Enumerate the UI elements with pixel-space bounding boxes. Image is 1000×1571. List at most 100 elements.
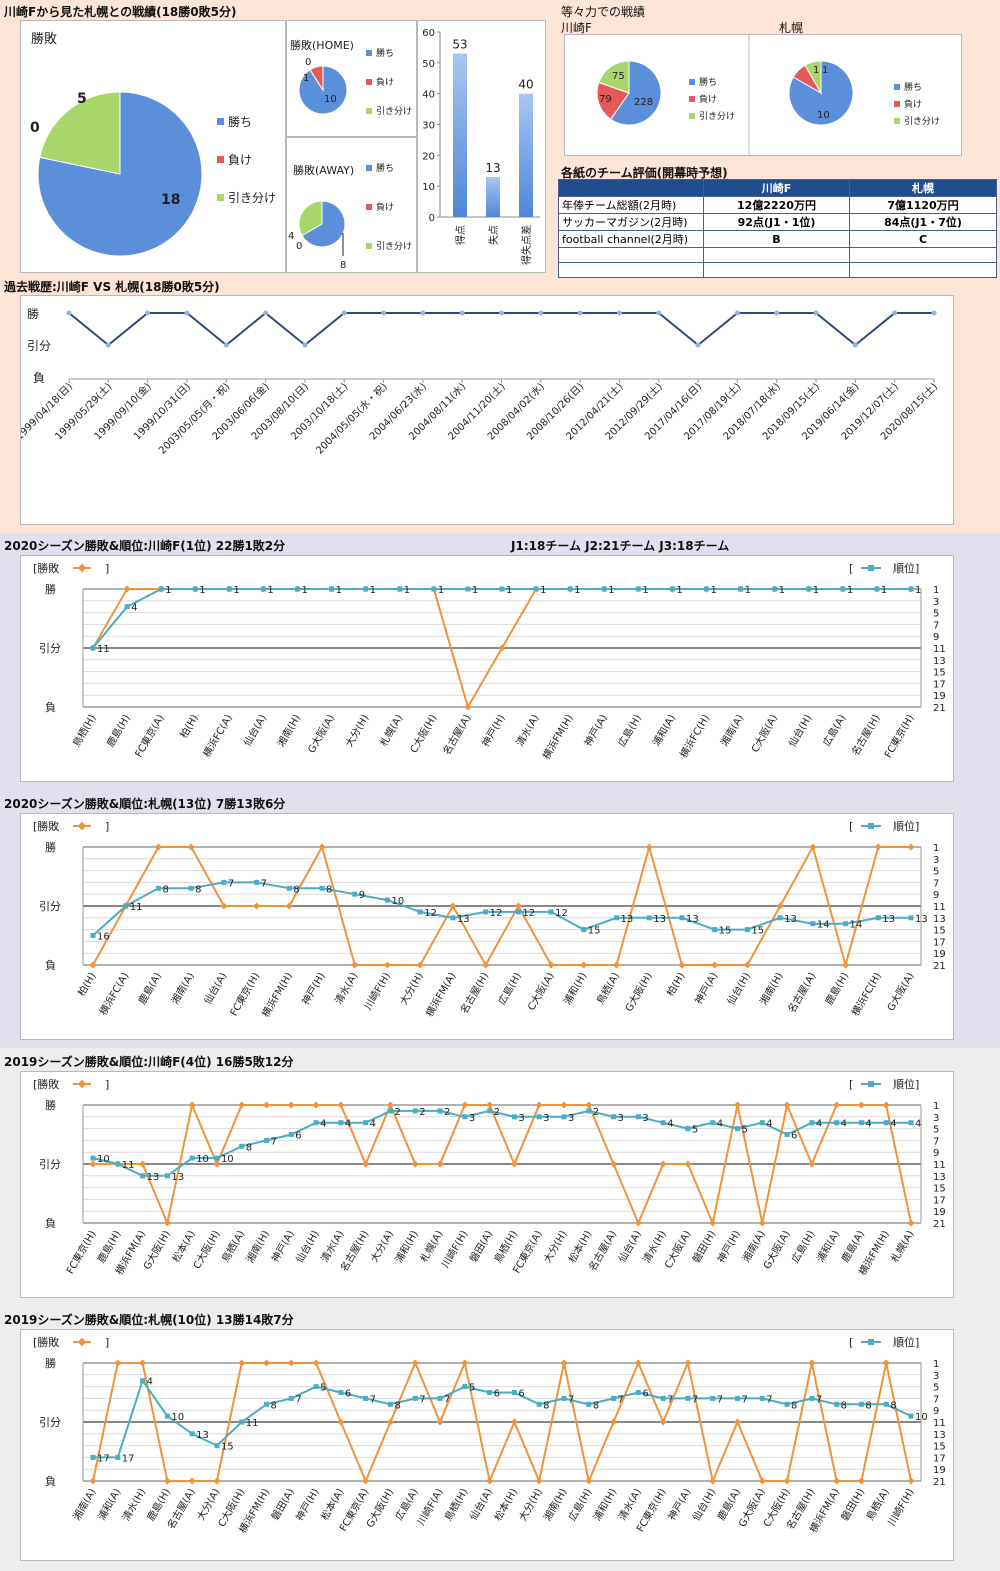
strength-sapporo-legend-label: 勝ち [904, 81, 922, 93]
bar-y-tick-label: 60 [422, 28, 435, 39]
opponent-label: 浦和(A) [814, 1228, 843, 1265]
rank-value-label: 8 [293, 884, 299, 895]
rank-value-label: 1 [506, 585, 512, 596]
opponent-label: 仙台(A) [467, 1486, 496, 1523]
result-point [612, 961, 621, 969]
season-chart-box: [勝敗][順位] 1 3 5 7 9 11 13 15 17 19 21 勝引分負 17 17 4 10 13 15… [20, 1329, 954, 1561]
season-chart-box: [勝敗][順位] 1 3 5 7 9 11 13 15 17 19 21 勝引分負 16 11 8 8 7 7 8 8 9… [20, 813, 954, 1040]
opponent-label: C大阪(A) [525, 970, 557, 1013]
rank-point [483, 909, 489, 915]
rank-line [92, 881, 911, 937]
rank-value-label: 3 [543, 1113, 549, 1124]
result-point [187, 843, 195, 851]
rank-point [834, 1401, 840, 1407]
opponent-label: 鹿島(A) [714, 1486, 743, 1523]
rank-tick-label: 9 [933, 1406, 939, 1417]
result-legend-label: [勝敗 [33, 561, 59, 575]
opponent-label: 柏(H) [664, 970, 688, 999]
bar-y-tick-label: 20 [422, 151, 435, 162]
rank-point [115, 1161, 121, 1167]
strength-kawasaki-legend-label: 引き分け [699, 111, 735, 122]
result-level-label: 負 [45, 959, 56, 972]
strength-sapporo-label: 札幌 [779, 21, 804, 35]
rank-point [90, 1454, 96, 1460]
result-point [213, 1477, 221, 1485]
rank-value-label: 11 [122, 1160, 135, 1171]
rank-point [777, 915, 783, 921]
bar-category-label: 得点 [455, 225, 467, 245]
rank-point [239, 1419, 245, 1425]
result-point [416, 961, 424, 969]
rank-tick-label: 19 [933, 1207, 946, 1218]
rank-value-label: 11 [97, 644, 110, 655]
rank-value-label: 3 [518, 1113, 524, 1124]
big-pie-win-value: 18 [161, 192, 180, 208]
rank-point [660, 1120, 666, 1126]
rank-line [93, 1378, 912, 1459]
rank-value-label: 1 [881, 585, 887, 596]
opponent-label: 横浜FM(H) [259, 970, 295, 1020]
rank-point [908, 586, 914, 592]
rank-tick-label: 15 [933, 926, 946, 937]
result-point [351, 961, 359, 969]
rank-point [710, 1395, 716, 1401]
rank-point [221, 879, 227, 885]
eval-cell [703, 262, 850, 278]
rank-point [192, 586, 198, 592]
rank-value-label: 10 [171, 1412, 184, 1423]
rank-point [487, 1390, 493, 1395]
record-title: 川崎Fから見た札幌との戦績(18勝0敗5分) [4, 5, 237, 19]
rank-line [92, 1109, 911, 1177]
away-pie-lose-value: 0 [296, 241, 302, 252]
rank-point [858, 1401, 864, 1407]
rank-point [635, 1390, 641, 1395]
rank-value-label: 10 [97, 1154, 110, 1165]
rank-point [834, 1120, 840, 1126]
result-legend-marker [77, 563, 87, 573]
result-point [809, 843, 817, 851]
opponent-label: 神戸(A) [692, 970, 721, 1007]
result-point [610, 1160, 618, 1168]
bar-y-tick-label: 30 [422, 121, 435, 132]
rank-value-label: 10 [915, 1412, 928, 1423]
rank-point [188, 885, 194, 891]
opponent-label: 浦和(H) [590, 1486, 619, 1523]
rank-value-label: 13 [147, 1172, 160, 1183]
eval-header-cell [558, 179, 704, 197]
bar-y-tick-label: 40 [422, 90, 435, 101]
rank-value-label: 1 [915, 585, 921, 596]
history-point [734, 310, 740, 316]
rank-point [338, 1390, 344, 1395]
result-point [874, 843, 882, 851]
rank-point [387, 1108, 393, 1114]
eval-row: サッカーマガジン(2月時) 92点(J1・1位) 84点(J1・7位) [558, 213, 997, 231]
rank-point [660, 1395, 666, 1401]
result-point [262, 1101, 271, 1109]
rank-point [586, 1401, 592, 1407]
bar [453, 53, 467, 218]
result-point [89, 961, 97, 969]
rank-point [397, 586, 403, 592]
rank-value-label: 5 [741, 1125, 747, 1136]
rank-value-label: 3 [568, 1113, 574, 1124]
opponent-label: 名古屋(H) [849, 712, 883, 758]
rank-point [712, 927, 718, 933]
rank-value-label: 1 [165, 585, 171, 596]
opponent-label: 湘南(H) [274, 712, 303, 749]
history-point [263, 310, 269, 316]
history-point [892, 310, 898, 316]
opponent-label: 磐田(A) [467, 1228, 496, 1265]
rank-point [784, 1132, 790, 1137]
rank-point [313, 1120, 319, 1126]
bar-value-label: 40 [518, 78, 533, 92]
result-point [213, 1160, 221, 1168]
history-point [577, 310, 583, 316]
result-point [535, 1101, 543, 1109]
rank-value-label: 7 [444, 1394, 450, 1405]
big-pie-legend-label: 負け [228, 153, 252, 167]
rank-value-label: 15 [719, 926, 732, 937]
rank-point [115, 1454, 121, 1460]
rank-legend-label: 順位] [893, 1335, 919, 1349]
rank-point [417, 909, 423, 915]
season-chart-title: 2020シーズン勝敗&順位:川崎F(1位) 22勝1敗2分 [4, 539, 286, 553]
